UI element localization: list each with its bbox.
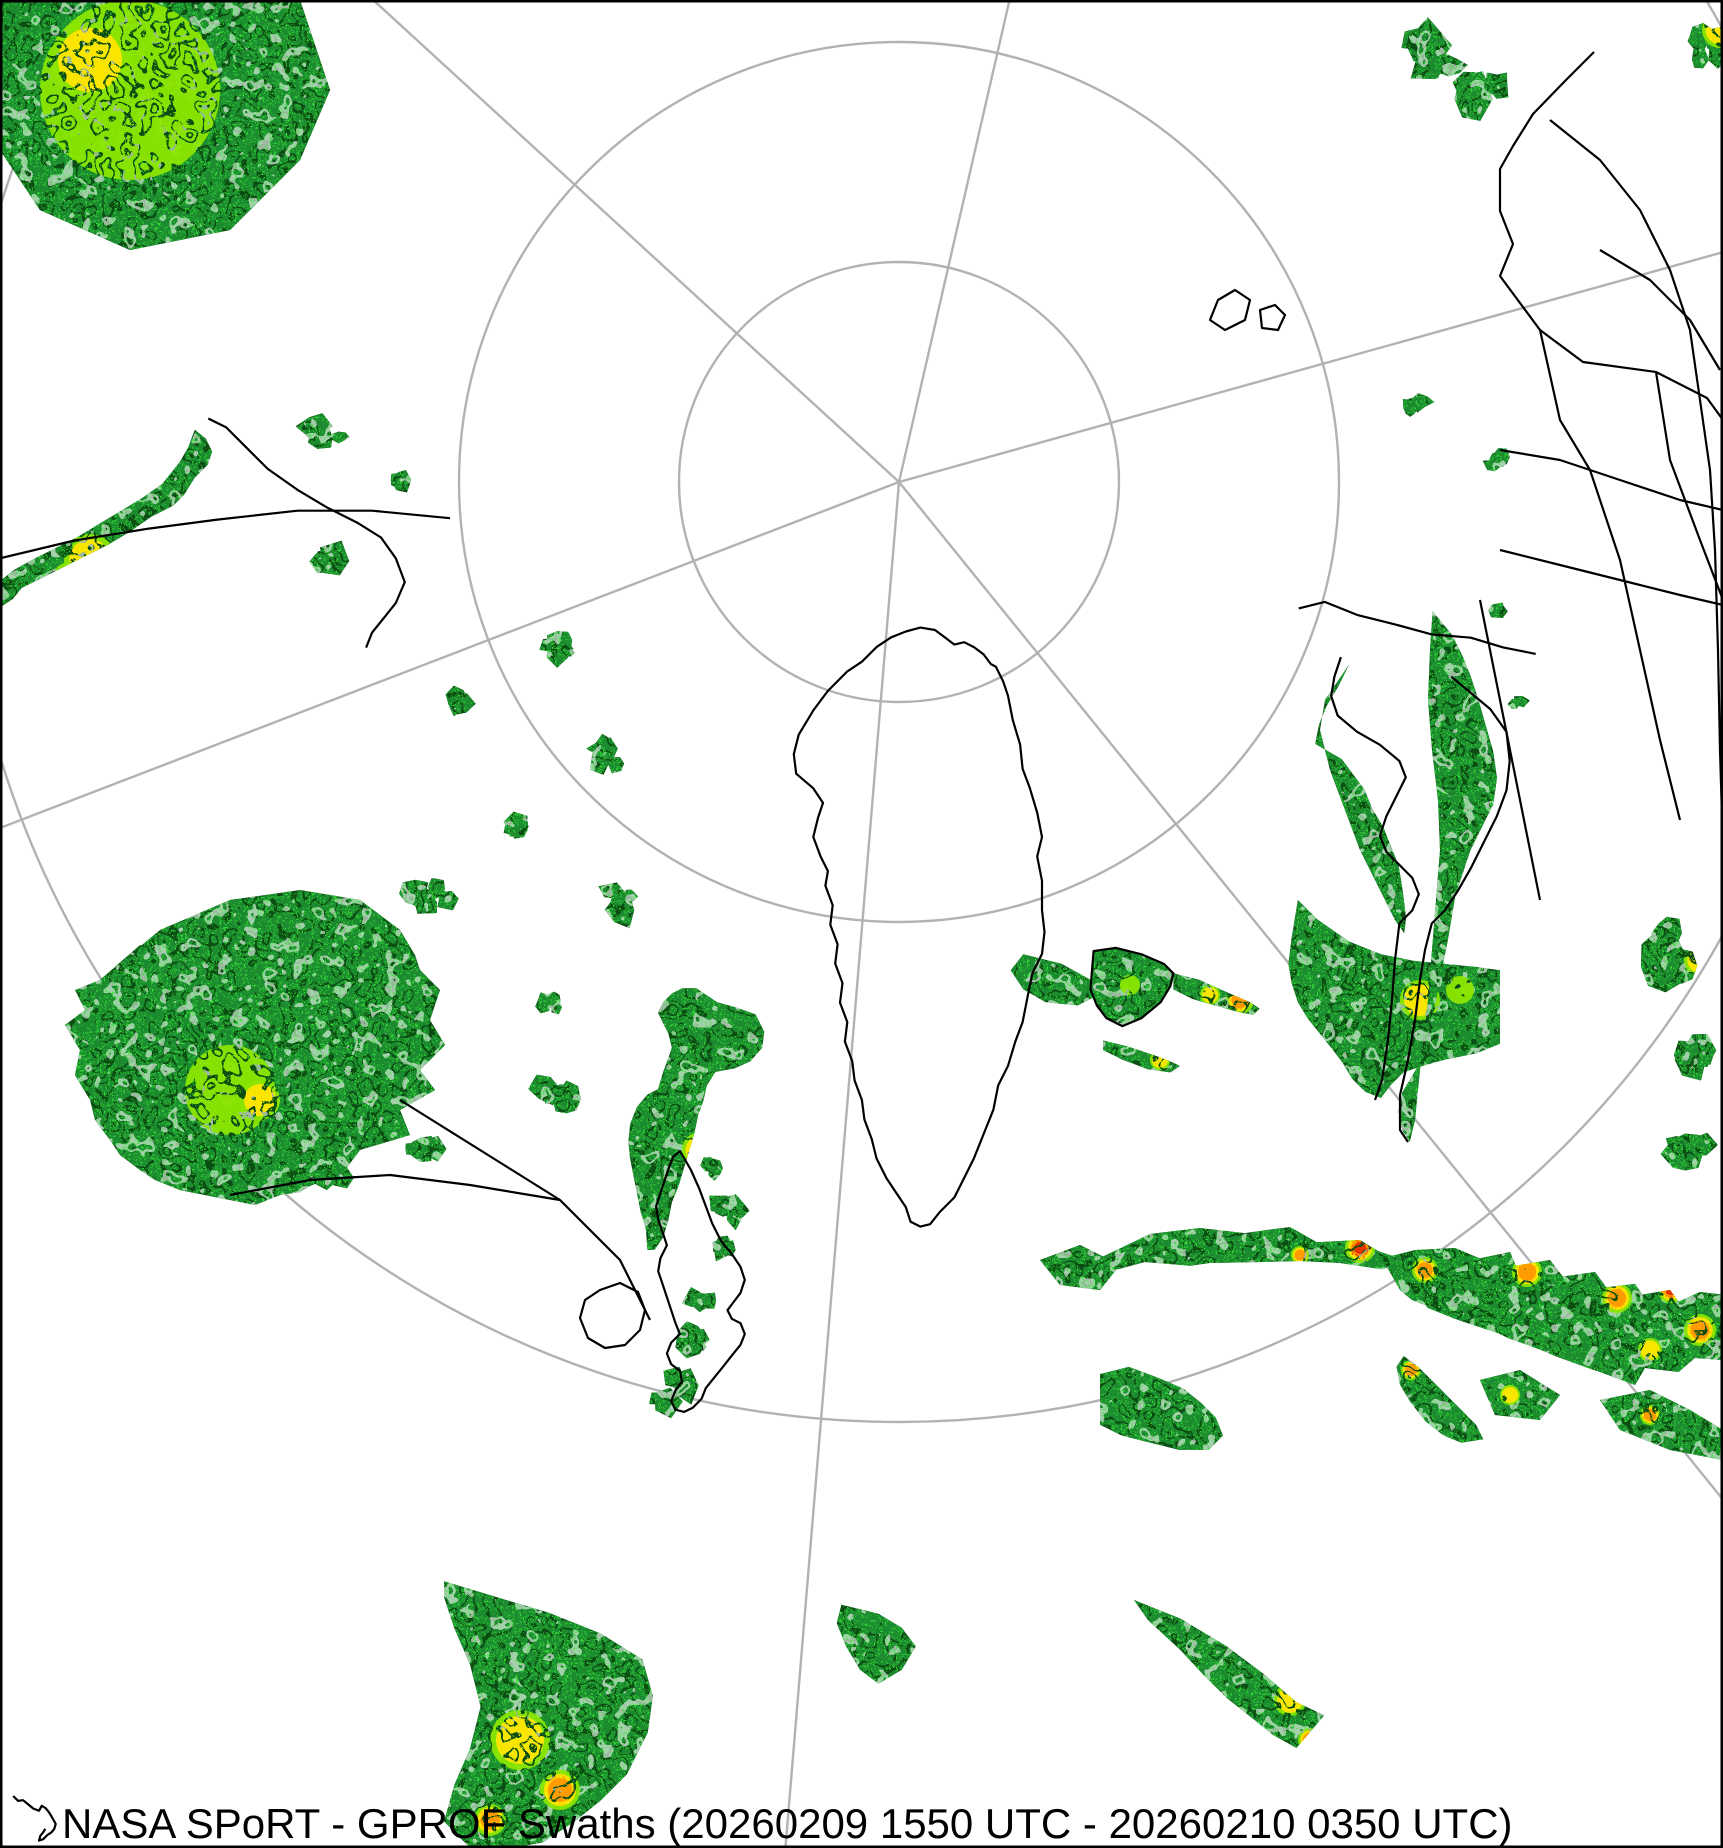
svg-text:NASA SPoRT - GPROF Swaths (202: NASA SPoRT - GPROF Swaths (20260209 1550… <box>62 1800 1513 1847</box>
